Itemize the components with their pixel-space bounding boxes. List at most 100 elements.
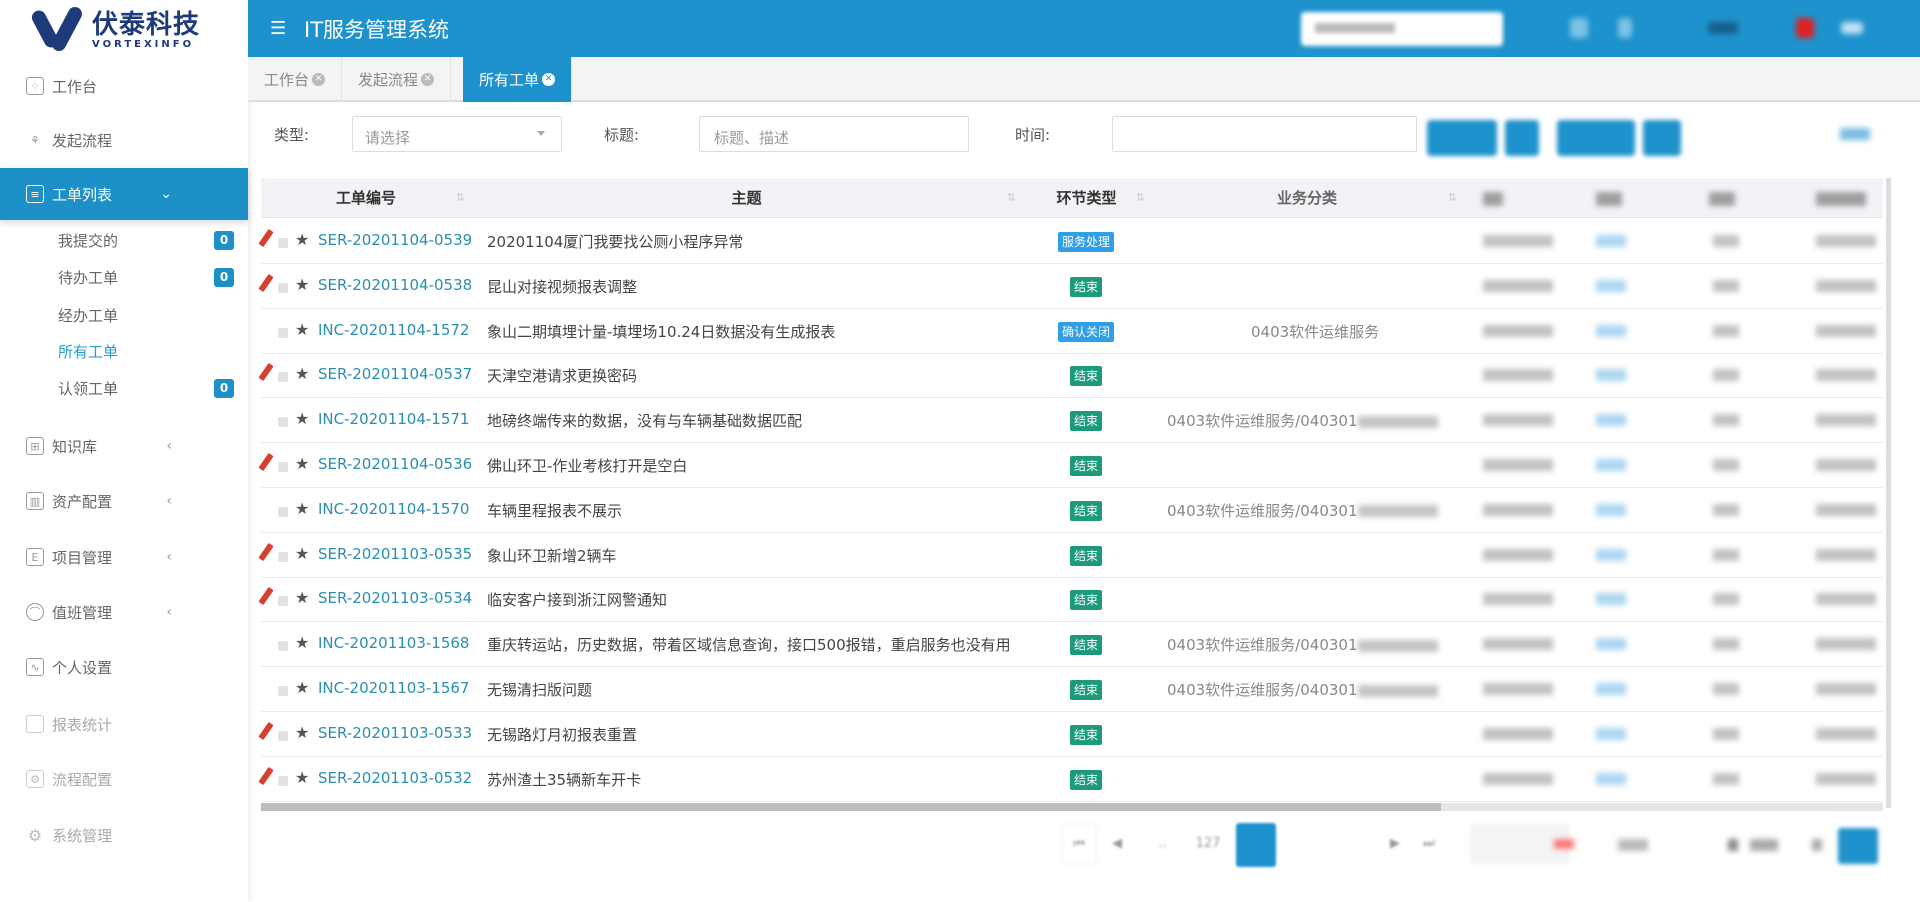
table-row[interactable]: ★ INC-20201103-1567 无锡清扫版问题 结束 0403软件运维服务/04… bbox=[261, 667, 1883, 712]
sidebar-subitem-handled[interactable]: 经办工单 bbox=[58, 301, 234, 329]
sort-icon[interactable]: ⇅ bbox=[455, 191, 465, 204]
ticket-id-link[interactable]: SER-20201104-0538 bbox=[318, 275, 473, 294]
page-button[interactable]: 127 bbox=[1195, 836, 1221, 851]
ticket-id-link[interactable]: SER-20201103-0532 bbox=[318, 768, 473, 787]
scrollbar-thumb[interactable] bbox=[261, 803, 1441, 811]
sidebar-item-ticket-list[interactable]: ≡ 工单列表 ⌄ bbox=[0, 168, 248, 220]
checkbox[interactable] bbox=[278, 372, 288, 383]
sidebar-item-knowledge[interactable]: ⊞ 知识库 ‹ bbox=[0, 426, 248, 466]
table-row[interactable]: ★ SER-20201103-0533 无锡路灯月初报表重置 结束 bbox=[258, 712, 1883, 757]
sort-icon[interactable]: ⇅ bbox=[1006, 191, 1016, 204]
ticket-id-link[interactable]: SER-20201104-0536 bbox=[318, 455, 473, 473]
sidebar-item-personal[interactable]: ∿ 个人设置 bbox=[0, 647, 248, 687]
checkbox[interactable] bbox=[278, 641, 288, 652]
star-icon[interactable]: ★ bbox=[295, 722, 310, 742]
goto-button[interactable] bbox=[1838, 828, 1878, 864]
star-icon[interactable]: ★ bbox=[295, 588, 310, 608]
table-row[interactable]: ★ SER-20201104-0536 佛山环卫-作业考核打开是空白 结束 bbox=[258, 443, 1883, 488]
table-row[interactable]: ★ SER-20201104-0537 天津空港请求更换密码 结束 bbox=[258, 353, 1883, 399]
ticket-id-link[interactable]: SER-20201104-0537 bbox=[318, 365, 473, 384]
table-row[interactable]: ★ SER-20201103-0532 苏州渣土35辆新车开卡 结束 bbox=[258, 757, 1883, 802]
star-icon[interactable]: ★ bbox=[295, 319, 310, 339]
logout-link[interactable] bbox=[1841, 22, 1863, 34]
col-category[interactable]: 业务分类 ⇅ bbox=[1151, 178, 1463, 218]
checkbox[interactable] bbox=[278, 551, 288, 562]
ticket-id-link[interactable]: INC-20201103-1568 bbox=[318, 634, 470, 653]
sidebar-item-workbench[interactable]: ⁘ 工作台 bbox=[0, 66, 248, 106]
page-button[interactable] bbox=[1284, 824, 1324, 864]
first-page-button[interactable]: ⏮ bbox=[1062, 824, 1096, 864]
tab-start-flow[interactable]: 发起流程 ✕ bbox=[342, 57, 452, 102]
sidebar-item-duty[interactable]: ⌒ 值班管理 ‹ bbox=[0, 592, 248, 632]
prev-page-button[interactable]: ◀ bbox=[1112, 836, 1122, 851]
checkbox[interactable] bbox=[278, 282, 288, 293]
checkbox[interactable] bbox=[278, 506, 288, 517]
sidebar-item-start-flow[interactable]: ⚘ 发起流程 bbox=[0, 120, 248, 160]
close-icon[interactable]: ✕ bbox=[312, 73, 326, 86]
close-icon[interactable]: ✕ bbox=[542, 73, 556, 86]
table-row[interactable]: ★ SER-20201103-0535 象山环卫新增2辆车 结束 bbox=[258, 533, 1883, 578]
star-icon[interactable]: ★ bbox=[295, 274, 310, 294]
sidebar-item-projects[interactable]: E 项目管理 ‹ bbox=[0, 537, 248, 577]
col-subject[interactable]: 主题 ⇅ bbox=[471, 178, 1022, 218]
col-stage[interactable]: 环节类型 ⇅ bbox=[1022, 178, 1151, 218]
checkbox[interactable] bbox=[278, 238, 288, 248]
next-page-button[interactable]: ▶ bbox=[1390, 836, 1400, 851]
table-row[interactable]: ★ INC-20201104-1572 象山二期填埋计量-填埋场10.24日数据没有… bbox=[261, 309, 1883, 354]
avatar[interactable] bbox=[1796, 18, 1814, 38]
sort-icon[interactable]: ⇅ bbox=[1135, 191, 1145, 204]
current-page-button[interactable] bbox=[1236, 823, 1276, 867]
title-input[interactable]: 标题、描述 bbox=[699, 116, 969, 152]
tab-workbench[interactable]: 工作台 ✕ bbox=[248, 57, 343, 102]
ticket-id-link[interactable]: SER-20201103-0535 bbox=[318, 544, 473, 563]
ticket-id-link[interactable]: SER-20201104-0539 bbox=[318, 231, 473, 249]
header-search-input[interactable] bbox=[1301, 12, 1503, 46]
ticket-id-link[interactable]: INC-20201104-1571 bbox=[318, 410, 470, 429]
table-row[interactable]: ★ INC-20201104-1571 地磅终端传来的数据，没有与车辆基础数据匹配 结… bbox=[261, 398, 1883, 444]
checkbox[interactable] bbox=[278, 327, 288, 338]
type-select[interactable]: 请选择 bbox=[352, 116, 562, 152]
sort-icon[interactable]: ⇅ bbox=[1447, 191, 1457, 204]
sidebar-item-system[interactable]: ⚙ 系统管理 bbox=[0, 815, 248, 855]
reset-button[interactable] bbox=[1505, 120, 1539, 156]
last-page-button[interactable]: ⏭ bbox=[1423, 836, 1435, 851]
vertical-scrollbar[interactable] bbox=[1886, 178, 1891, 808]
ticket-id-link[interactable]: SER-20201103-0534 bbox=[318, 589, 473, 608]
sidebar-subitem-submitted[interactable]: 我提交的 0 bbox=[58, 226, 234, 254]
action-button[interactable] bbox=[1557, 120, 1635, 156]
search-button[interactable] bbox=[1427, 120, 1497, 156]
header-user-text[interactable] bbox=[1708, 22, 1738, 34]
table-row[interactable]: ★ SER-20201104-0538 昆山对接视频报表调整 结束 bbox=[258, 264, 1883, 309]
horizontal-scrollbar[interactable] bbox=[261, 803, 1883, 811]
star-icon[interactable]: ★ bbox=[295, 409, 310, 429]
star-icon[interactable]: ★ bbox=[295, 454, 310, 473]
checkbox[interactable] bbox=[278, 686, 288, 696]
tab-all-tickets[interactable]: 所有工单 ✕ bbox=[463, 57, 573, 102]
checkbox[interactable] bbox=[278, 417, 288, 428]
checkbox[interactable] bbox=[278, 730, 288, 741]
star-icon[interactable]: ★ bbox=[295, 633, 310, 653]
bell-icon[interactable] bbox=[1618, 18, 1632, 38]
goto-page-input[interactable] bbox=[1750, 839, 1778, 851]
star-icon[interactable]: ★ bbox=[295, 230, 310, 249]
sidebar-subitem-all[interactable]: 所有工单 bbox=[58, 337, 234, 365]
col-ticket-id[interactable]: 工单编号 ⇅ bbox=[261, 178, 471, 218]
table-row[interactable]: ★ SER-20201104-0539 20201104厦门我要找公厕小程序异常 服务… bbox=[258, 219, 1883, 264]
ticket-id-link[interactable]: INC-20201104-1572 bbox=[318, 320, 470, 339]
extra-button[interactable] bbox=[1643, 120, 1681, 156]
star-icon[interactable]: ★ bbox=[295, 364, 310, 384]
ticket-id-link[interactable]: INC-20201104-1570 bbox=[318, 499, 470, 518]
table-row[interactable]: ★ SER-20201103-0534 临安客户接到浙江网警通知 结束 bbox=[258, 577, 1883, 623]
table-row[interactable]: ★ INC-20201103-1568 重庆转运站，历史数据，带着区域信息查询，接口… bbox=[261, 622, 1883, 668]
menu-fold-icon[interactable]: ☰ bbox=[270, 18, 287, 39]
star-icon[interactable]: ★ bbox=[295, 767, 310, 787]
checkbox[interactable] bbox=[278, 775, 288, 786]
star-icon[interactable]: ★ bbox=[295, 678, 310, 697]
table-row[interactable]: ★ INC-20201104-1570 车辆里程报表不展示 结束 0403软件运维服务/… bbox=[261, 488, 1883, 533]
star-icon[interactable]: ★ bbox=[295, 498, 310, 518]
time-input[interactable] bbox=[1112, 116, 1417, 152]
expand-link[interactable] bbox=[1840, 128, 1870, 140]
sidebar-subitem-todo[interactable]: 待办工单 0 bbox=[58, 263, 234, 291]
star-icon[interactable]: ★ bbox=[295, 543, 310, 563]
checkbox[interactable] bbox=[278, 596, 288, 607]
